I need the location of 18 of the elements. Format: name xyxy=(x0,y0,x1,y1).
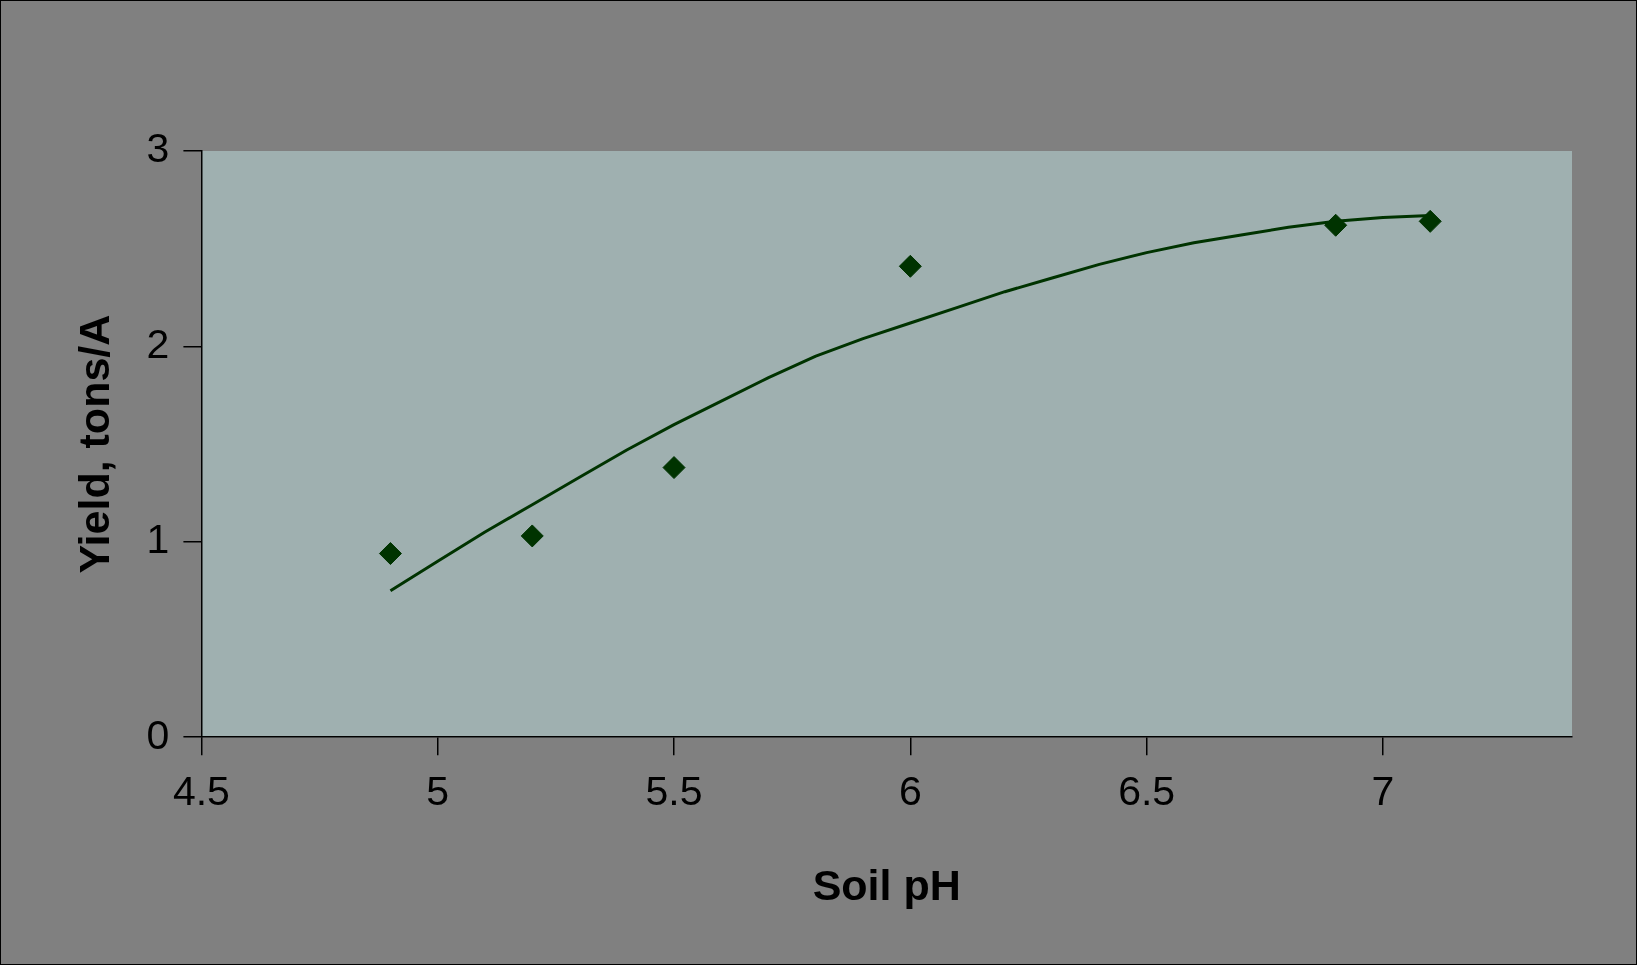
point xyxy=(898,254,922,278)
y-tick-label: 0 xyxy=(146,711,170,758)
x-tick-label: 6.5 xyxy=(1118,768,1176,815)
x-tick-label: 6 xyxy=(898,768,922,815)
point xyxy=(378,542,402,566)
point xyxy=(1418,209,1442,233)
point xyxy=(520,524,544,548)
y-tick-label: 3 xyxy=(146,125,170,172)
y-tick-label: 1 xyxy=(146,516,170,563)
x-tick-label: 4.5 xyxy=(172,768,230,815)
x-tick-label: 7 xyxy=(1371,768,1395,815)
x-axis-title: Soil pH xyxy=(812,861,961,910)
point xyxy=(1324,213,1348,237)
x-tick-label: 5.5 xyxy=(645,768,703,815)
y-axis-title: Yield, tons/A xyxy=(69,314,118,574)
x-tick-label: 5 xyxy=(426,768,450,815)
point xyxy=(662,456,686,480)
y-tick-label: 2 xyxy=(146,320,170,367)
